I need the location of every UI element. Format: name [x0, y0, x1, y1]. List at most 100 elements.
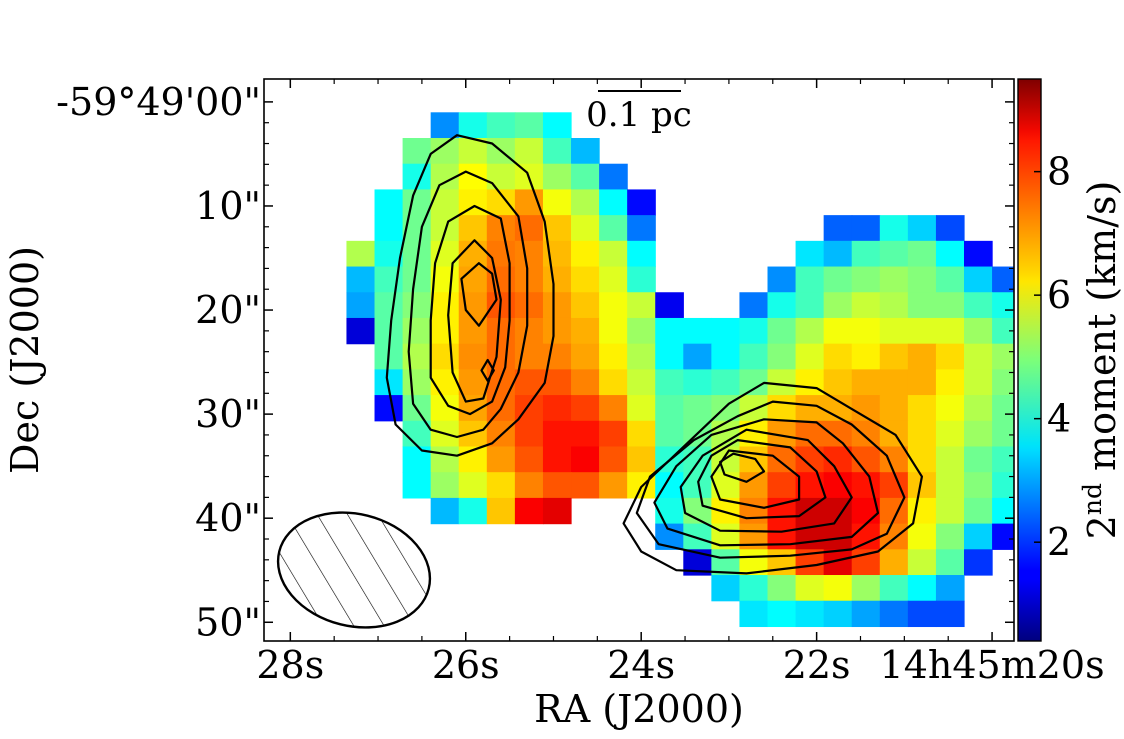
heatmap-cell	[430, 112, 460, 139]
heatmap-cell	[655, 369, 684, 396]
heatmap-cell	[627, 343, 656, 370]
heatmap-cell	[795, 317, 825, 345]
heatmap-cell	[851, 472, 881, 499]
heatmap-cell	[627, 395, 656, 422]
heatmap-cell	[851, 317, 881, 345]
heatmap-cell	[711, 472, 741, 499]
heatmap-cell	[935, 395, 965, 422]
heatmap-cell	[571, 189, 600, 216]
x-axis: 28s 26s 24s 22s 14h45m20s	[256, 79, 1105, 687]
heatmap-cell	[542, 112, 572, 139]
contour-north-source-peak2	[480, 358, 495, 382]
heatmap-cell	[346, 240, 376, 268]
heatmap-cell	[711, 343, 741, 370]
heatmap-cell	[964, 266, 993, 293]
colorbar-tick-label: 2	[1047, 520, 1071, 564]
heatmap-cell	[992, 317, 1014, 345]
heatmap-cell	[992, 523, 1014, 550]
heatmap-cell	[992, 497, 1014, 525]
heatmap-cell	[964, 395, 993, 422]
heatmap-cell	[627, 420, 656, 448]
heatmap-cell	[907, 317, 937, 345]
heatmap-cell	[402, 369, 432, 396]
heatmap-cell	[767, 446, 797, 473]
heatmap-cell	[935, 420, 965, 448]
heatmap-cell	[374, 215, 404, 242]
y-tick-label: -59°49'00"	[56, 80, 261, 124]
heatmap-cell	[571, 446, 600, 473]
heatmap-cell	[907, 497, 937, 525]
scale-bar: 0.1 pc	[586, 90, 692, 135]
heatmap-cell	[458, 497, 488, 525]
heatmap-cell	[739, 317, 769, 345]
heatmap-cell	[935, 240, 965, 268]
heatmap-cell	[935, 575, 965, 602]
heatmap-cell	[739, 497, 769, 525]
heatmap-cell	[964, 343, 993, 370]
y-tick-label: 20"	[195, 288, 261, 332]
heatmap-cell	[907, 420, 937, 448]
contour-north-source-level-4	[447, 239, 502, 403]
heatmap-cell	[992, 266, 1014, 293]
heatmap-cell	[879, 292, 909, 319]
contour-lines	[385, 134, 923, 575]
heatmap-cell	[346, 317, 376, 345]
heatmap-cell	[795, 369, 825, 396]
heatmap-cell	[514, 446, 544, 473]
heatmap-cell	[935, 600, 965, 628]
heatmap-cell	[599, 472, 628, 499]
heatmap-cell	[767, 395, 797, 422]
y-tick-label: 30"	[195, 392, 261, 436]
heatmap-cell	[571, 138, 600, 165]
heatmap-cell	[767, 369, 797, 396]
contour-south-source-level-2	[635, 400, 906, 559]
heatmap-cell	[767, 600, 797, 628]
heatmap-cell	[599, 317, 628, 345]
heatmap-cell	[655, 292, 684, 319]
heatmap-cell	[823, 215, 853, 242]
contour-north-source-level-2	[407, 170, 529, 439]
heatmap-cell	[795, 575, 825, 602]
heatmap-cell	[935, 369, 965, 396]
heatmap-cell	[935, 215, 965, 242]
heatmap-cell	[711, 317, 741, 345]
heatmap-cell	[964, 446, 993, 473]
heatmap-cell	[823, 420, 853, 448]
heatmap-cell	[964, 369, 993, 396]
heatmap-cell	[571, 240, 600, 268]
heatmap-cell	[430, 497, 460, 525]
x-tick-label: 24s	[607, 643, 675, 687]
heatmap-cell	[655, 420, 684, 448]
colorbar-tick-label: 8	[1047, 150, 1071, 194]
heatmap-cell	[767, 317, 797, 345]
contour-south-source-level-4	[679, 428, 853, 533]
heatmap-cell	[964, 549, 993, 576]
heatmap-cell	[402, 189, 432, 216]
heatmap-cell	[683, 523, 712, 550]
heatmap-cell	[627, 240, 656, 268]
heatmap-cell	[739, 575, 769, 602]
heatmap-cell	[907, 395, 937, 422]
heatmap-cell	[599, 420, 628, 448]
heatmap-cell	[879, 395, 909, 422]
heatmap-cell	[964, 420, 993, 448]
heatmap-cell	[599, 446, 628, 473]
heatmap-cell	[542, 395, 572, 422]
heatmap-cell	[935, 472, 965, 499]
heatmap-cell	[486, 497, 516, 525]
heatmap-cell	[964, 523, 993, 550]
heatmap-cell	[627, 215, 656, 242]
heatmap-cell	[907, 575, 937, 602]
heatmap-cell	[542, 446, 572, 473]
heatmap-cell	[851, 600, 881, 628]
colorbar-tick-label: 4	[1047, 397, 1071, 441]
heatmap-cell	[767, 575, 797, 602]
heatmap-cell	[964, 240, 993, 268]
x-tick-label: 26s	[432, 643, 500, 687]
heatmap-cell	[992, 395, 1014, 422]
heatmap-cell	[486, 112, 516, 139]
heatmap-cell	[851, 523, 881, 550]
heatmap-cell	[402, 317, 432, 345]
heatmap-cells	[346, 112, 1014, 628]
heatmap-cell	[458, 163, 488, 191]
